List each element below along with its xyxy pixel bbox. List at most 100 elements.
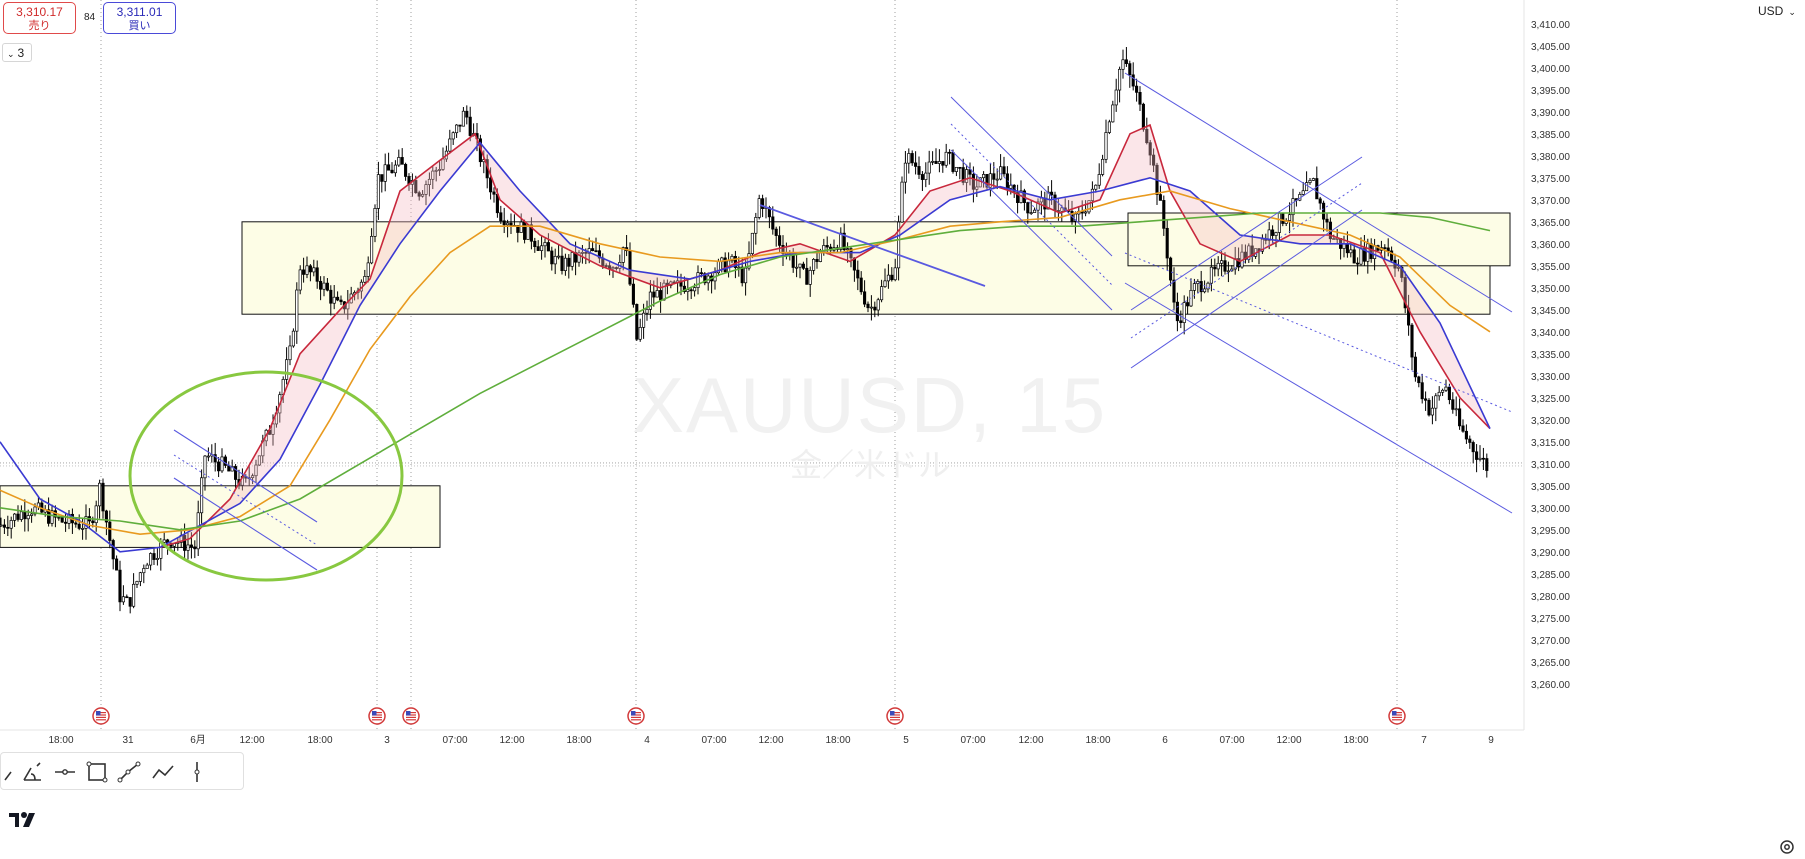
- candle-body: [1386, 247, 1390, 252]
- candle-body: [1179, 320, 1183, 323]
- candle-body: [1114, 89, 1118, 106]
- price-tick-label: 3,400.00: [1531, 64, 1570, 75]
- flag-stripe: [406, 716, 416, 718]
- candle-body: [1209, 266, 1213, 284]
- sell-button[interactable]: 3,310.17 売り: [3, 2, 76, 34]
- trend-channel-line[interactable]: [1130, 156, 1363, 311]
- candle-body: [1060, 207, 1064, 212]
- flag-stripe: [890, 716, 900, 718]
- candle-body: [499, 212, 503, 222]
- candle-body: [995, 178, 999, 181]
- candle-body: [659, 290, 663, 301]
- us-flag-icon[interactable]: [886, 707, 904, 725]
- trend-angle-icon[interactable]: [21, 760, 45, 784]
- candle-body: [1169, 257, 1173, 281]
- candle-body: [1111, 104, 1115, 123]
- candle-body: [1345, 243, 1349, 254]
- candle-body: [319, 280, 323, 290]
- candle-body: [1441, 389, 1445, 393]
- price-tick-label: 3,275.00: [1531, 614, 1570, 625]
- us-flag-icon[interactable]: [368, 707, 386, 725]
- price-tick-label: 3,380.00: [1531, 152, 1570, 163]
- trend-channel-line[interactable]: [950, 149, 1113, 311]
- time-tick-label: 12:00: [239, 735, 264, 746]
- candle-body: [1437, 391, 1441, 397]
- candle-body: [893, 267, 897, 281]
- candle-body: [1213, 266, 1217, 270]
- path-icon[interactable]: [117, 760, 141, 784]
- horizontal-line-icon[interactable]: [53, 760, 77, 784]
- us-flag-icon[interactable]: [1388, 707, 1406, 725]
- economic-event-flags[interactable]: [92, 707, 1406, 725]
- candle-body: [883, 280, 887, 287]
- candle-body: [448, 138, 452, 152]
- price-axis[interactable]: 3,410.00 3,405.00 3,400.00 3,395.00 3,390.00…: [1523, 0, 1570, 730]
- candle-body: [567, 257, 571, 267]
- candle-body: [1267, 229, 1271, 241]
- candle-body: [387, 164, 391, 171]
- trend-drawings[interactable]: [128, 72, 1513, 582]
- flag-ring: [627, 707, 645, 725]
- candle-body: [839, 232, 843, 250]
- us-flag-icon[interactable]: [627, 707, 645, 725]
- indicators-toggle[interactable]: ⌄ 3: [2, 43, 32, 62]
- us-flag-icon[interactable]: [402, 707, 420, 725]
- flag-canton: [372, 711, 377, 716]
- candle-body: [533, 240, 537, 247]
- time-tick-label: 9: [1488, 735, 1494, 746]
- us-flag-icon[interactable]: [92, 707, 110, 725]
- candle-body: [1009, 184, 1013, 189]
- polyline-icon[interactable]: [151, 760, 175, 784]
- highlight-ellipse[interactable]: [128, 370, 404, 582]
- vertical-line-icon[interactable]: [185, 760, 209, 784]
- candle-body: [1471, 442, 1475, 453]
- time-axis[interactable]: 18:00 31 6月 12:00 18:00 3 07:00 12:00 18:00 4 07:0…: [0, 729, 1524, 746]
- trend-channel-line[interactable]: [173, 477, 318, 571]
- candle-body: [189, 544, 193, 548]
- candle-body: [118, 569, 122, 603]
- price-tick-label: 3,340.00: [1531, 328, 1570, 339]
- candle-body: [16, 513, 20, 520]
- chevron-down-icon: ⌄: [7, 49, 15, 59]
- candle-body: [791, 254, 795, 268]
- candle-body: [421, 194, 425, 197]
- trend-channel-line[interactable]: [173, 429, 318, 523]
- flag-stripe: [1392, 712, 1402, 714]
- candle-body: [451, 132, 455, 140]
- trend-channel-line[interactable]: [1124, 72, 1513, 313]
- flag-ring: [886, 707, 904, 725]
- candle-body: [458, 124, 462, 127]
- tradingview-logo-icon[interactable]: [8, 810, 40, 830]
- candle-body: [152, 553, 156, 560]
- candle-body: [1322, 202, 1326, 220]
- flag-stripe: [96, 716, 106, 718]
- trend-channel-line[interactable]: [1130, 209, 1363, 369]
- gear-icon[interactable]: [1778, 838, 1796, 856]
- moving-averages: [0, 123, 1491, 553]
- time-tick-label: 5: [903, 735, 909, 746]
- candle-body: [689, 289, 693, 292]
- price-tick-label: 3,300.00: [1531, 504, 1570, 515]
- candle-body: [135, 581, 139, 585]
- trend-channel-line[interactable]: [173, 454, 318, 546]
- candle-body: [523, 221, 527, 240]
- trend-channel-line[interactable]: [1130, 182, 1363, 339]
- trend-channel-line[interactable]: [759, 204, 986, 287]
- candle-body: [1383, 247, 1387, 249]
- candle-body: [975, 186, 979, 190]
- rectangle-icon[interactable]: [85, 760, 109, 784]
- buy-button[interactable]: 3,311.01 買い: [103, 2, 176, 34]
- flag-stripe: [1392, 716, 1402, 718]
- candle-body: [635, 303, 639, 340]
- candle-body: [424, 184, 428, 195]
- currency-selector[interactable]: USD ⌄: [1758, 2, 1802, 22]
- drawing-toolbar: [0, 752, 244, 790]
- price-tick-label: 3,370.00: [1531, 196, 1570, 207]
- flag-stripe: [96, 712, 106, 714]
- trend-channel-line[interactable]: [1124, 282, 1513, 514]
- candle-body: [1162, 200, 1166, 229]
- candle-body: [1128, 63, 1132, 76]
- trend-channel-line[interactable]: [950, 96, 1113, 257]
- brush-icon[interactable]: [3, 760, 27, 784]
